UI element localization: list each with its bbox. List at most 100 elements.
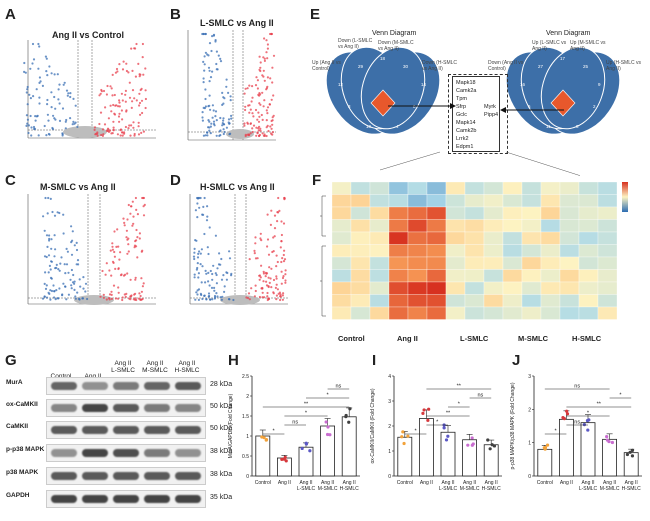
volcano-point: [121, 99, 124, 102]
bar: [462, 439, 477, 477]
significance-label: ns: [574, 420, 580, 426]
volcano-point: [255, 134, 258, 137]
volcano-point: [280, 282, 283, 285]
volcano-point: [265, 51, 268, 54]
volcano-point: [119, 251, 122, 254]
volcano-point: [243, 92, 246, 95]
volcano-point: [56, 73, 59, 76]
significance-label: *: [327, 393, 330, 399]
volcano-point: [251, 85, 254, 88]
venn-right-set-2: Up (L-SMLC vs Ang II): [532, 40, 567, 52]
volcano-point: [139, 113, 142, 116]
venn-left-set-4: Down (H-SMLC vs Ang II): [422, 60, 458, 72]
y-axis-label: MurA/GAPDH (Fold Change): [228, 393, 234, 458]
volcano-point: [117, 286, 120, 289]
volcano-point: [46, 212, 49, 215]
volcano-point: [111, 245, 114, 248]
volcano-point: [256, 257, 259, 260]
volcano-point: [23, 61, 26, 65]
volcano-point: [276, 260, 279, 264]
heatmap-cell: [331, 256, 352, 270]
svg-text:5: 5: [576, 124, 579, 129]
volcano-point: [279, 295, 282, 298]
heatmap-cell: [521, 181, 542, 195]
volcano-point: [29, 114, 32, 118]
volcano-point: [192, 255, 196, 258]
volcano-point: [129, 298, 132, 301]
volcano-point: [112, 120, 115, 123]
heatmap-cell: [407, 269, 428, 283]
heatmap-cell: [331, 206, 352, 220]
y-tick-label: 0: [528, 474, 531, 480]
volcano-point: [227, 121, 230, 124]
volcano-point: [98, 94, 101, 97]
heatmap-cell: [540, 194, 561, 208]
heatmap-cell: [521, 281, 542, 295]
volcano-point: [281, 298, 284, 301]
gene-item: Edpm1: [456, 144, 474, 150]
data-point: [625, 452, 630, 457]
volcano-point: [27, 124, 30, 127]
volcano-point: [64, 120, 67, 123]
volcano-point: [258, 68, 261, 71]
volcano-point: [119, 134, 122, 137]
volcano-point: [70, 253, 74, 256]
wb-band: [144, 495, 170, 503]
volcano-point: [112, 126, 115, 129]
wb-band: [82, 382, 108, 390]
volcano-point: [206, 134, 209, 137]
volcano-point: [282, 292, 285, 295]
volcano-point: [281, 294, 284, 297]
heatmap-cell: [502, 194, 523, 208]
volcano-point: [35, 88, 38, 91]
volcano-point: [119, 274, 123, 277]
heatmap-cell: [445, 231, 466, 245]
svg-text:12: 12: [338, 82, 344, 87]
volcano-point: [259, 61, 262, 64]
wb-band: [144, 449, 170, 457]
volcano-point: [140, 290, 143, 293]
data-point: [422, 408, 426, 412]
heatmap-cell: [578, 244, 599, 258]
y-tick-label: 0: [388, 474, 391, 480]
volcano-point: [66, 250, 69, 253]
heatmap-cell: [464, 194, 485, 208]
volcano-point: [270, 127, 273, 130]
volcano-point: [280, 220, 283, 223]
volcano-point: [211, 278, 214, 281]
volcano-point: [259, 237, 262, 240]
wb-band: [175, 426, 201, 434]
wb-band: [51, 404, 77, 412]
heatmap-cell: [464, 294, 485, 308]
volcano-point: [213, 124, 216, 127]
volcano-point: [276, 288, 279, 291]
volcano-point: [209, 125, 212, 128]
volcano-point: [248, 258, 251, 261]
svg-text:4: 4: [396, 124, 399, 129]
volcano-point: [65, 89, 69, 92]
volcano-point: [266, 76, 269, 79]
volcano-point: [230, 117, 233, 120]
volcano-point: [111, 248, 114, 251]
volcano-point: [141, 56, 144, 59]
volcano-point: [206, 215, 209, 218]
heatmap-cell: [445, 281, 466, 295]
volcano-point: [275, 294, 278, 297]
wb-band: [82, 426, 108, 434]
volcano-point: [253, 252, 256, 255]
volcano-point: [142, 205, 145, 208]
volcano-point: [270, 132, 273, 135]
volcano-point: [203, 69, 206, 72]
heatmap-cell: [597, 231, 618, 245]
volcano-point: [49, 268, 52, 271]
volcano-point: [270, 32, 273, 36]
volcano-point: [67, 92, 70, 95]
bar: [419, 418, 434, 477]
volcano-point: [132, 121, 135, 124]
volcano-point: [70, 268, 73, 272]
volcano-point: [208, 94, 211, 97]
volcano-point: [113, 230, 116, 233]
heatmap-cell: [350, 219, 371, 233]
volcano-point: [279, 298, 282, 302]
volcano-point: [113, 255, 116, 258]
